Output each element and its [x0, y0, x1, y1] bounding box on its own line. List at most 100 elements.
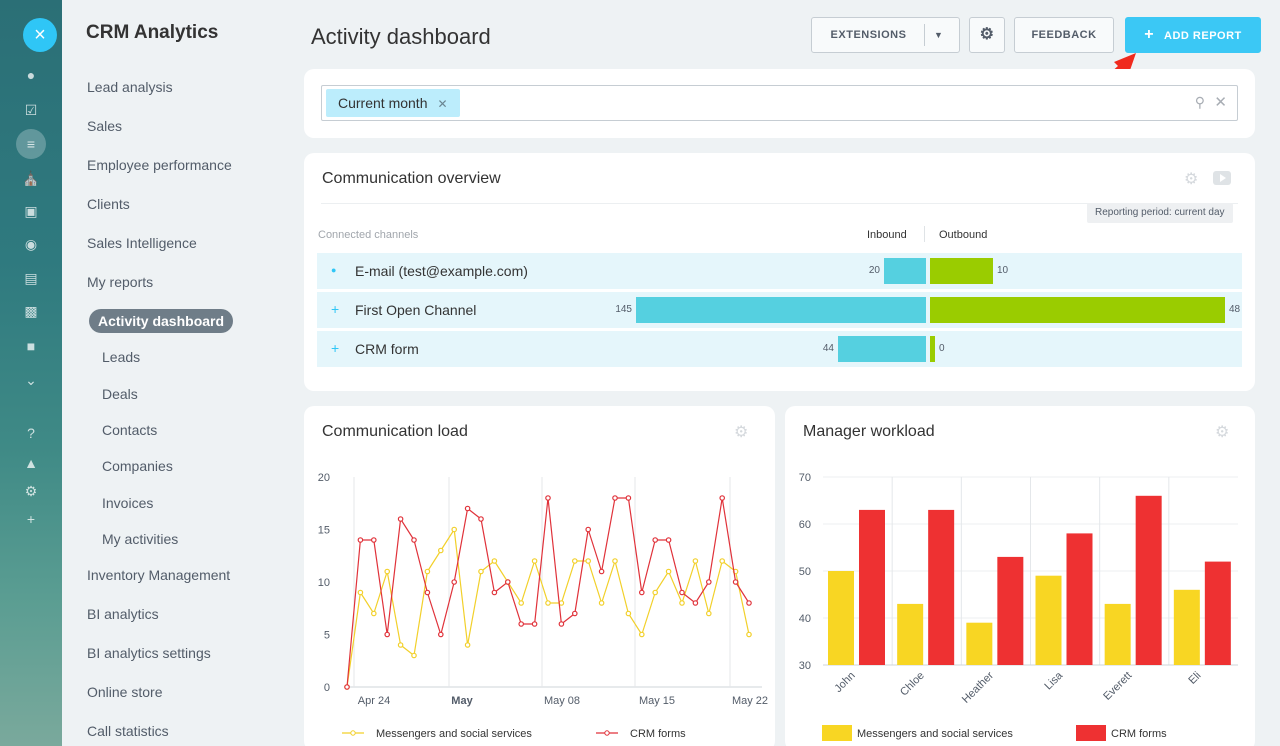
menu-item-activity-dashboard[interactable]: Activity dashboard	[89, 309, 234, 333]
bar	[1104, 603, 1131, 665]
data-point	[719, 558, 726, 564]
target-icon[interactable]: ◉	[24, 236, 38, 252]
legend-label: CRM forms	[630, 728, 686, 740]
menu-item-leads[interactable]: Leads	[102, 349, 141, 365]
chip-remove-icon[interactable]: ✕	[437, 97, 448, 111]
more-icon[interactable]: ⌄	[25, 372, 37, 388]
data-point	[371, 610, 377, 617]
bar	[1035, 575, 1062, 665]
data-point	[545, 600, 551, 606]
robot-icon[interactable]: ▩	[24, 303, 38, 319]
y-tick-label: 10	[318, 577, 330, 589]
menu-item-sales[interactable]: Sales	[87, 118, 123, 134]
help-icon[interactable]: ?	[27, 425, 35, 441]
structure-icon[interactable]: ▲	[24, 455, 38, 471]
channel-row[interactable]: ● E-mail (test@example.com) 20 10	[317, 253, 1242, 289]
data-point	[558, 621, 565, 627]
filter-input[interactable]: Current month ✕ ⚲ ✕	[321, 85, 1238, 121]
data-point	[705, 610, 712, 617]
y-tick-label: 5	[324, 630, 330, 642]
gear-icon[interactable]: ⚙	[1184, 171, 1199, 188]
add-icon[interactable]: +	[26, 511, 36, 527]
data-point	[598, 600, 605, 606]
menu-item-clients[interactable]: Clients	[87, 196, 130, 212]
channel-row[interactable]: + CRM form 44 0	[317, 331, 1242, 367]
plus-icon: +	[1144, 26, 1155, 43]
expand-icon[interactable]: +	[331, 301, 340, 317]
close-icon[interactable]: ×	[23, 18, 57, 52]
connected-channels-label: Connected channels	[318, 229, 419, 241]
menu-item-online-store[interactable]: Online store	[87, 684, 163, 700]
chat-icon[interactable]: ●	[26, 67, 36, 83]
settings-button[interactable]: ⚙	[969, 17, 1005, 53]
outbound-bar	[930, 297, 1225, 323]
y-tick-label: 50	[799, 566, 811, 578]
feedback-button[interactable]: FEEDBACK	[1014, 17, 1114, 53]
x-tick-label: May 08	[544, 695, 580, 707]
menu-item-my-activities[interactable]: My activities	[102, 531, 179, 547]
search-icon[interactable]: ⚲	[1194, 94, 1205, 110]
gear-icon[interactable]: ⚙	[1215, 424, 1230, 441]
menu-item-bi-analytics[interactable]: BI analytics	[87, 606, 159, 622]
data-point	[652, 589, 659, 596]
channel-row[interactable]: + First Open Channel 145 48	[317, 292, 1242, 328]
inbound-label: Inbound	[867, 229, 907, 241]
box-icon[interactable]: ■	[26, 338, 36, 354]
chevron-down-icon[interactable]: ▼	[934, 30, 944, 40]
communication-overview-widget: Communication overview ⚙ Reporting perio…	[304, 153, 1255, 391]
menu-item-lead-analysis[interactable]: Lead analysis	[87, 79, 173, 95]
x-tick-label: Lisa	[1042, 669, 1065, 692]
app-rail: × ● ☑ ≡ ⛪ ▣ ◉ ▤ ▩ ■ ⌄ ? ▲ ⚙ +	[0, 0, 62, 746]
data-point	[357, 589, 364, 596]
menu-item-deals[interactable]: Deals	[102, 386, 138, 402]
data-point	[464, 642, 471, 648]
data-point	[732, 579, 739, 585]
data-point	[625, 610, 632, 617]
outbound-value: 48	[1229, 304, 1241, 315]
data-point	[638, 631, 645, 638]
data-point	[464, 505, 471, 512]
x-tick-label: Heather	[960, 669, 996, 705]
data-point	[357, 537, 364, 543]
expand-icon[interactable]: ●	[331, 265, 337, 275]
menu-item-my-reports[interactable]: My reports	[87, 274, 154, 290]
menu-item-employee-performance[interactable]: Employee performance	[87, 157, 232, 173]
extensions-button[interactable]: EXTENSIONS ▼	[811, 17, 960, 53]
data-point	[491, 558, 498, 564]
menu-item-contacts[interactable]: Contacts	[102, 422, 158, 438]
video-icon[interactable]	[1213, 171, 1231, 185]
data-point	[571, 558, 578, 564]
inbound-bar	[636, 297, 926, 323]
filter-chip[interactable]: Current month ✕	[326, 89, 460, 117]
clear-icon[interactable]: ✕	[1214, 94, 1227, 111]
data-point	[585, 558, 592, 564]
y-tick-label: 15	[318, 525, 330, 537]
menu-item-call-statistics[interactable]: Call statistics	[87, 723, 169, 739]
add-report-button[interactable]: + ADD REPORT	[1125, 17, 1261, 53]
tasks-icon[interactable]: ☑	[24, 102, 38, 118]
filter-chip-label: Current month	[338, 95, 428, 111]
data-point	[625, 495, 632, 501]
contact-card-icon[interactable]: ▤	[24, 270, 38, 286]
settings-icon[interactable]: ⚙	[24, 483, 38, 499]
shop-icon[interactable]: ▣	[24, 203, 38, 219]
inbound-value: 44	[822, 343, 834, 354]
menu-item-inventory-management[interactable]: Inventory Management	[87, 567, 231, 583]
channel-name: E-mail (test@example.com)	[355, 263, 528, 279]
gear-icon[interactable]: ⚙	[734, 424, 749, 441]
menu-item-bi-analytics-settings[interactable]: BI analytics settings	[87, 645, 211, 661]
expand-icon[interactable]: +	[331, 340, 340, 356]
menu-title: CRM Analytics	[86, 22, 219, 43]
add-report-label: ADD REPORT	[1164, 30, 1242, 42]
menu-item-sales-intelligence[interactable]: Sales Intelligence	[87, 235, 197, 251]
crm-icon[interactable]: ≡	[16, 129, 46, 159]
menu-item-companies[interactable]: Companies	[102, 458, 173, 474]
y-tick-label: 0	[324, 682, 330, 694]
sites-icon[interactable]: ⛪	[22, 170, 40, 186]
y-tick-label: 60	[799, 519, 811, 531]
inbound-value: 20	[868, 265, 880, 276]
communication-load-widget: Communication load ⚙ 0 5 10 15 20 Apr 24 May Ma…	[304, 406, 775, 746]
menu-item-invoices[interactable]: Invoices	[102, 495, 154, 511]
line-chart: 0 5 10 15 20 Apr 24 May May 08 May 15 May 22 Messe…	[318, 472, 768, 740]
data-point	[746, 631, 752, 638]
